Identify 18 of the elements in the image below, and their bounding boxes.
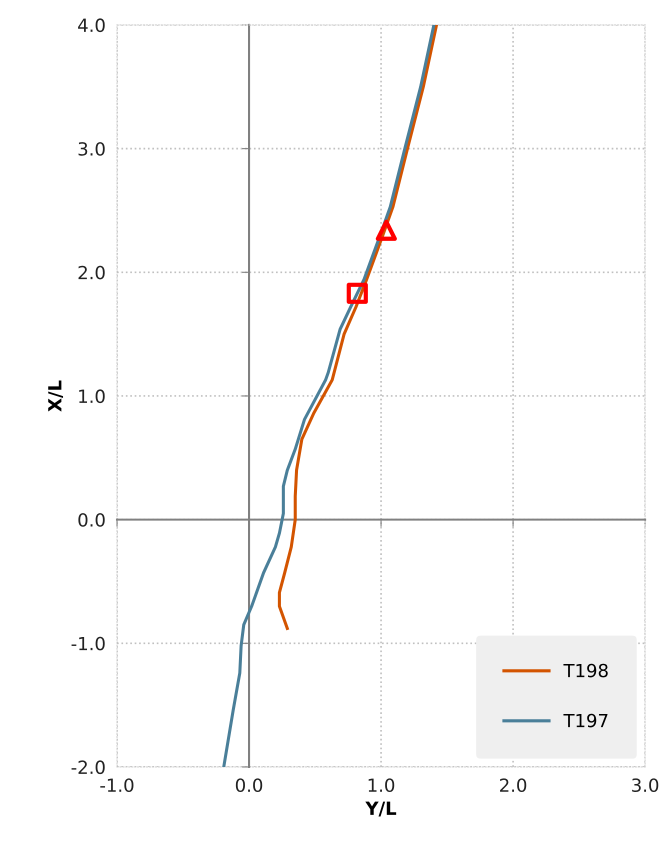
y-tick-label: -1.0 [72,636,105,650]
y-tick-label: 2.0 [78,266,105,280]
x-axis-title: Y/L [365,802,396,817]
x-tick-label: 0.0 [236,778,262,792]
y-axis-title: X/L [48,380,64,412]
line-series [278,24,438,630]
x-tick-label: -1.0 [100,778,134,792]
y-tick-label: 1.0 [79,389,105,404]
x-tick-label: 3.0 [632,778,658,792]
legend-label: T198 [563,664,608,678]
y-tick-label: 0.0 [78,513,105,527]
y-tick-label: 3.0 [78,142,105,156]
legend-label: T197 [563,714,608,728]
x-tick-label: 1.0 [368,778,394,792]
line-series [222,24,436,767]
y-tick-label: -2.0 [72,760,105,774]
x-tick-label: 2.0 [500,778,526,792]
y-tick-label: 4.0 [78,18,105,32]
